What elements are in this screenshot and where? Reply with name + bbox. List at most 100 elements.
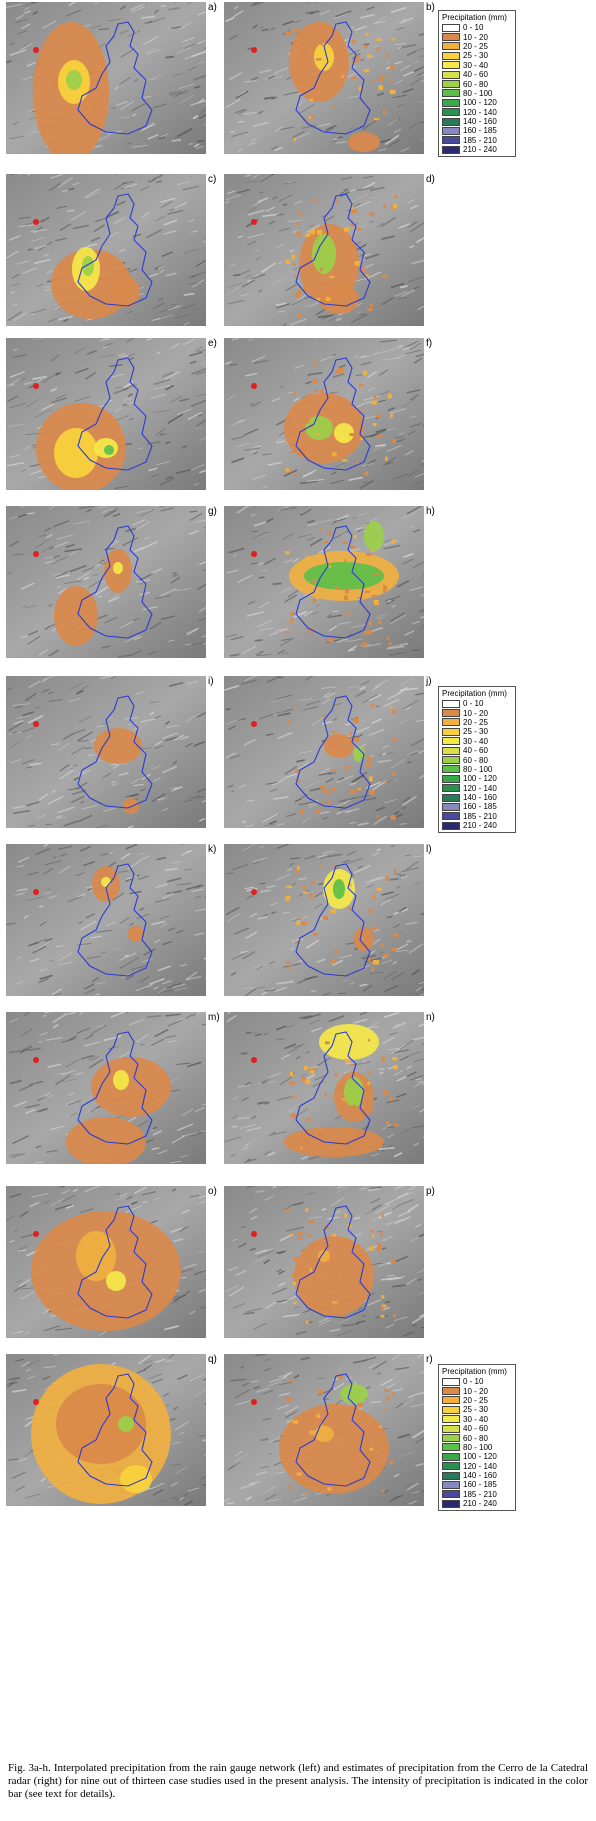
radar-pixel [294, 769, 300, 773]
precipitation-area [101, 877, 111, 887]
legend-entry: 210 - 240 [442, 145, 512, 154]
legend-swatch [442, 774, 460, 783]
radar-pixel [308, 1233, 312, 1237]
radar-pixel [355, 1473, 359, 1476]
radar-pixel [344, 1058, 351, 1063]
legend-swatch [442, 117, 460, 126]
radar-pixel [376, 38, 382, 41]
precipitation-area [319, 284, 359, 314]
shaded-relief-map [224, 2, 424, 154]
radar-pixel [305, 1208, 309, 1212]
precipitation-field [31, 1364, 171, 1504]
radar-pixel [324, 1459, 330, 1462]
radar-site-marker [33, 47, 39, 53]
radar-pixel [327, 799, 331, 803]
basin-boundary [77, 1373, 153, 1487]
radar-pixel [360, 407, 364, 410]
precipitation-area [334, 423, 354, 443]
radar-pixel [316, 1481, 322, 1485]
radar-pixel [325, 296, 331, 301]
radar-pixel [383, 588, 387, 593]
basin-boundary [295, 695, 371, 809]
radar-pixel [387, 636, 390, 641]
radar-pixel [322, 916, 329, 920]
radar-pixel [381, 74, 386, 78]
legend-range-label: 185 - 210 [463, 1489, 497, 1499]
radar-pixel [320, 1423, 323, 1428]
radar-pixel [372, 1234, 375, 1238]
radar-pixel [368, 1246, 374, 1251]
radar-pixel [335, 200, 338, 204]
radar-pixel [356, 462, 360, 467]
legend-swatch [442, 89, 460, 98]
radar-pixel [376, 887, 382, 891]
radar-pixel [287, 720, 291, 723]
radar-pixel [392, 38, 396, 41]
radar-pixel [288, 1081, 295, 1085]
map-panel-l [224, 844, 424, 996]
radar-pixel [391, 1260, 396, 1264]
legend-swatch [442, 80, 460, 89]
radar-site-marker [33, 1399, 39, 1405]
legend-range-label: 210 - 240 [463, 1499, 497, 1509]
precipitation-area [314, 43, 334, 71]
shaded-relief-map [224, 1012, 424, 1164]
terrain-texture [225, 174, 424, 326]
radar-pixel [337, 1284, 342, 1289]
radar-pixel [292, 262, 296, 267]
radar-pixel [328, 637, 334, 643]
legend-range-label: 0 - 10 [463, 1377, 484, 1387]
radar-pixel [327, 802, 330, 806]
radar-pixel [312, 1416, 317, 1422]
radar-pixel [325, 1041, 330, 1045]
legend-entry: 120 - 140 [442, 108, 512, 117]
radar-pixel [349, 731, 352, 736]
radar-pixel [307, 1480, 310, 1486]
legend-swatch [442, 1424, 460, 1433]
legend-swatch [442, 42, 460, 51]
radar-pixel [320, 42, 324, 46]
radar-pixel [344, 559, 347, 563]
legend-entry: 20 - 25 [442, 718, 512, 727]
radar-pixel [301, 1135, 307, 1140]
radar-site-marker [33, 551, 39, 557]
radar-pixel [359, 1463, 363, 1468]
radar-pixel [321, 389, 324, 394]
radar-pixel [289, 1379, 295, 1382]
radar-pixel [350, 790, 357, 794]
radar-pixel [372, 1451, 378, 1455]
radar-pixel [350, 1104, 357, 1108]
radar-pixel [349, 1253, 355, 1257]
precipitation-area [76, 1231, 116, 1281]
map-panel-g [6, 506, 206, 658]
precipitation-legend: Precipitation (mm) 0 - 10 10 - 20 20 - 25 25… [438, 686, 516, 834]
radar-pixel [312, 1488, 316, 1492]
radar-pixel [393, 1064, 398, 1070]
radar-pixel [289, 965, 292, 970]
radar-site-marker [251, 47, 257, 53]
radar-pixel [300, 1147, 303, 1150]
legend-swatch [442, 1443, 460, 1452]
precipitation-area [279, 1404, 389, 1494]
precipitation-area [82, 256, 94, 276]
radar-pixel [376, 1243, 382, 1249]
legend-swatch [442, 1415, 460, 1424]
legend-swatch [442, 727, 460, 736]
radar-pixel [293, 707, 295, 710]
radar-pixel [307, 1068, 312, 1071]
radar-pixel [369, 212, 375, 217]
basin-boundary [77, 357, 153, 471]
map-panel-n [224, 1012, 424, 1164]
radar-pixel [359, 383, 364, 387]
legend-range-label: 20 - 25 [463, 717, 488, 727]
precipitation-area [284, 1127, 384, 1157]
legend-range-label: 140 - 160 [463, 793, 497, 803]
radar-pixel [389, 1096, 393, 1101]
radar-pixel [367, 957, 371, 962]
radar-pixel [336, 53, 340, 57]
legend-entry: 140 - 160 [442, 793, 512, 802]
radar-pixel [304, 78, 307, 83]
legend-entry: 0 - 10 [442, 23, 512, 32]
radar-pixel [334, 586, 340, 590]
radar-pixel [373, 960, 379, 965]
